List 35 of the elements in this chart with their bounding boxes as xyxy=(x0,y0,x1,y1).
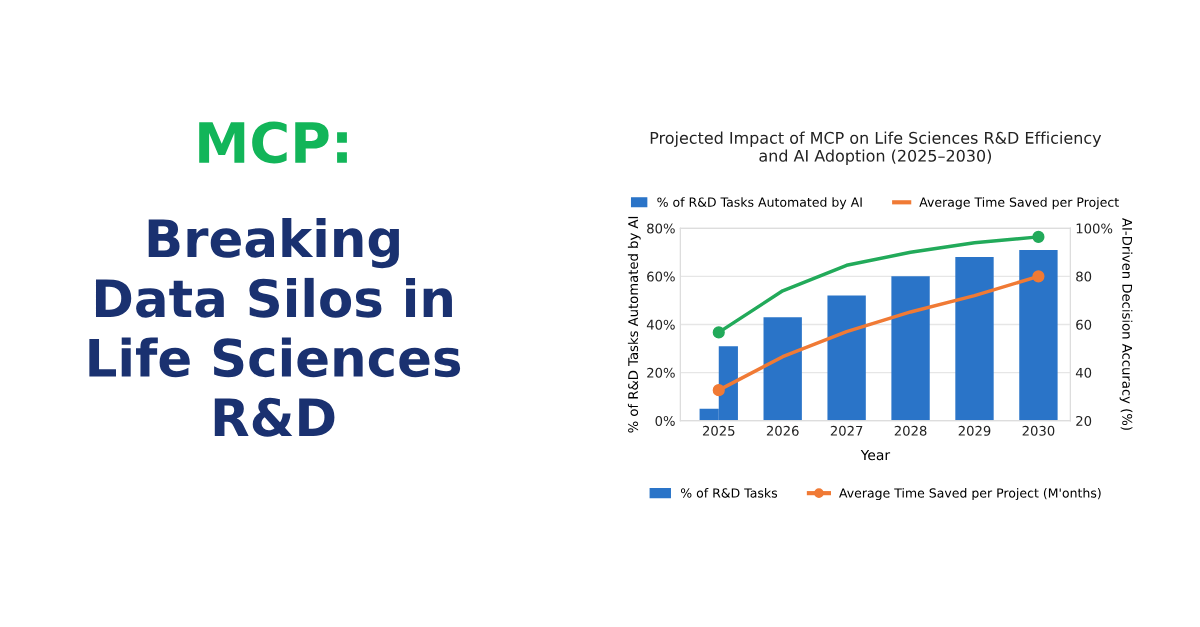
x-tick-label: 2027 xyxy=(830,425,863,436)
y2-tick-label: 80 xyxy=(1076,271,1092,282)
y-tick-label: 0% xyxy=(655,415,675,426)
y2-tick-label: 40 xyxy=(1075,367,1092,378)
x-axis-title: Year xyxy=(860,449,891,461)
bar xyxy=(827,295,866,421)
text: % of R&D Tasks xyxy=(680,488,778,498)
point xyxy=(712,384,725,397)
bar xyxy=(1019,249,1058,421)
bar xyxy=(891,276,930,421)
x-tick-label: 2028 xyxy=(894,425,927,436)
point xyxy=(712,326,725,339)
x-tick-label: 2025 xyxy=(702,425,735,436)
y2-tick-label: 60 xyxy=(1076,319,1092,330)
text: Average Time Saved per Project (M'onths) xyxy=(839,488,1101,501)
chart-title: Projected Impact of MCP on Life Sciences R&D Efficiency and AI Adoption (2025–2030) xyxy=(650,131,1102,165)
y-tick-label: 60% xyxy=(647,271,675,282)
legend-label: % of R&D Tasks Automated by AI xyxy=(657,197,862,210)
y2-tick-label: 100% xyxy=(1076,223,1113,234)
y2-axis-title: AI-Driven Decision Accuracy (%) xyxy=(1119,218,1133,430)
text: Breaking Data Silos in Life Sciences R&D xyxy=(89,218,461,437)
legend-label: Average Time Saved per Project xyxy=(919,197,1119,210)
point xyxy=(1032,230,1045,243)
x-tick-label: 2030 xyxy=(1022,425,1055,436)
text: MCP: xyxy=(199,121,347,164)
y-axis-title: % of R&D Tasks Automated by AI xyxy=(627,216,641,433)
y-tick-label: 20% xyxy=(647,367,675,378)
y-tick-label: 80% xyxy=(647,223,675,234)
bar xyxy=(955,257,994,421)
y-tick-label: 40% xyxy=(646,319,675,330)
y2-tick-label: 20 xyxy=(1076,415,1092,426)
x-tick-label: 2029 xyxy=(958,425,991,436)
x-tick-label: 2026 xyxy=(766,425,799,436)
bar xyxy=(763,317,802,421)
point xyxy=(1032,270,1045,283)
